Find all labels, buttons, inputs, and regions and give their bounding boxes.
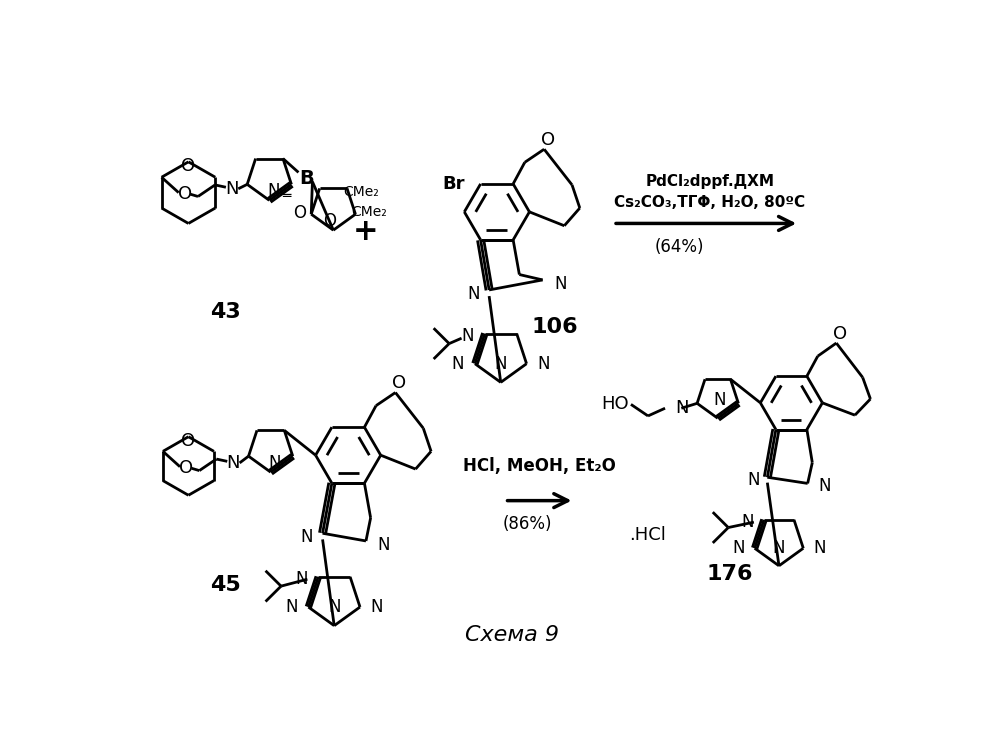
Text: N: N (452, 355, 465, 372)
Text: N: N (462, 327, 474, 345)
Text: O: O (833, 325, 847, 343)
Text: N: N (295, 571, 308, 588)
Text: HCl, MeOH, Et₂O: HCl, MeOH, Et₂O (464, 457, 616, 475)
Text: N: N (818, 477, 831, 495)
Text: O: O (323, 212, 336, 230)
Text: .HCl: .HCl (629, 526, 666, 545)
Text: N: N (675, 399, 688, 418)
Text: Cs₂CO₃,ТГΦ, H₂O, 80ºC: Cs₂CO₃,ТГΦ, H₂O, 80ºC (614, 195, 805, 210)
Text: B: B (299, 169, 314, 188)
Text: N: N (226, 180, 239, 198)
Text: O: O (182, 432, 196, 449)
Text: N: N (301, 528, 314, 546)
Text: O: O (179, 460, 193, 477)
Text: N: N (537, 355, 549, 372)
Text: 43: 43 (210, 302, 241, 322)
Text: CMe₂: CMe₂ (343, 185, 379, 200)
Text: Схема 9: Схема 9 (466, 625, 559, 645)
Text: O: O (178, 185, 192, 203)
Text: O: O (182, 157, 196, 174)
Text: N: N (813, 539, 826, 557)
Text: +: + (353, 217, 378, 245)
Text: (64%): (64%) (654, 237, 703, 256)
Text: N: N (732, 539, 744, 557)
Text: (86%): (86%) (503, 515, 552, 533)
Text: Br: Br (443, 175, 466, 193)
Text: N: N (328, 599, 341, 616)
Text: N: N (747, 471, 759, 489)
Text: N: N (378, 536, 390, 554)
Text: N: N (772, 539, 785, 557)
Text: N: N (371, 598, 384, 616)
Text: 106: 106 (531, 317, 578, 338)
Text: N: N (227, 454, 240, 472)
Text: N: N (714, 391, 726, 409)
Text: N: N (285, 598, 298, 616)
Text: N: N (554, 275, 566, 293)
Text: 176: 176 (706, 564, 752, 584)
Text: O: O (393, 374, 407, 392)
Text: N: N (269, 454, 281, 472)
Text: O: O (541, 131, 555, 149)
Text: N: N (495, 355, 507, 373)
Text: O: O (293, 204, 306, 222)
Text: ═: ═ (282, 189, 291, 203)
Text: PdCl₂dppf.ДХМ: PdCl₂dppf.ДХМ (645, 174, 774, 188)
Text: N: N (741, 513, 754, 531)
Text: N: N (267, 182, 280, 200)
Text: N: N (468, 285, 480, 303)
Text: CMe₂: CMe₂ (352, 205, 388, 219)
Text: HO: HO (601, 395, 629, 413)
Text: 45: 45 (210, 576, 241, 596)
